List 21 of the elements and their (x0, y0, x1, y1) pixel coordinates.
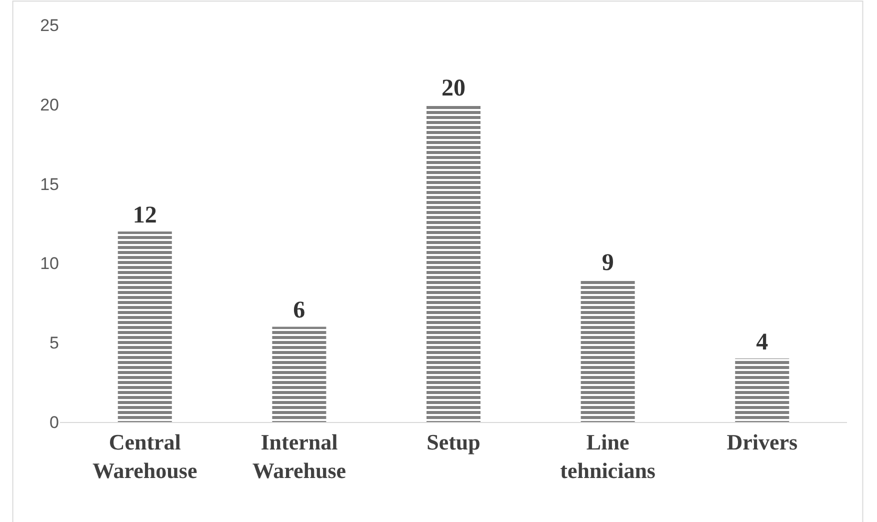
data-label: 4 (756, 329, 768, 356)
y-tick-label: 10 (40, 254, 59, 274)
y-tick-label: 0 (50, 412, 59, 432)
bar (118, 231, 172, 422)
bar (735, 358, 790, 422)
x-tick-label: Line tehnicians (560, 429, 656, 483)
x-tick-label: Internal Warehuse (252, 429, 346, 483)
y-tick-label: 5 (50, 334, 59, 353)
x-tick-label: Drivers (726, 429, 798, 454)
y-tick-label: 25 (40, 16, 59, 35)
bar (580, 279, 635, 422)
y-tick-label: 15 (40, 174, 59, 194)
data-label: 12 (132, 202, 157, 228)
bar (272, 326, 326, 422)
x-tick-label: Central Warehouse (92, 429, 198, 483)
data-label: 20 (442, 75, 466, 102)
data-label: 6 (293, 298, 306, 324)
bar (426, 104, 480, 422)
x-tick-label: Setup (426, 429, 480, 454)
data-label: 9 (602, 250, 614, 276)
y-tick-label: 20 (40, 95, 59, 114)
